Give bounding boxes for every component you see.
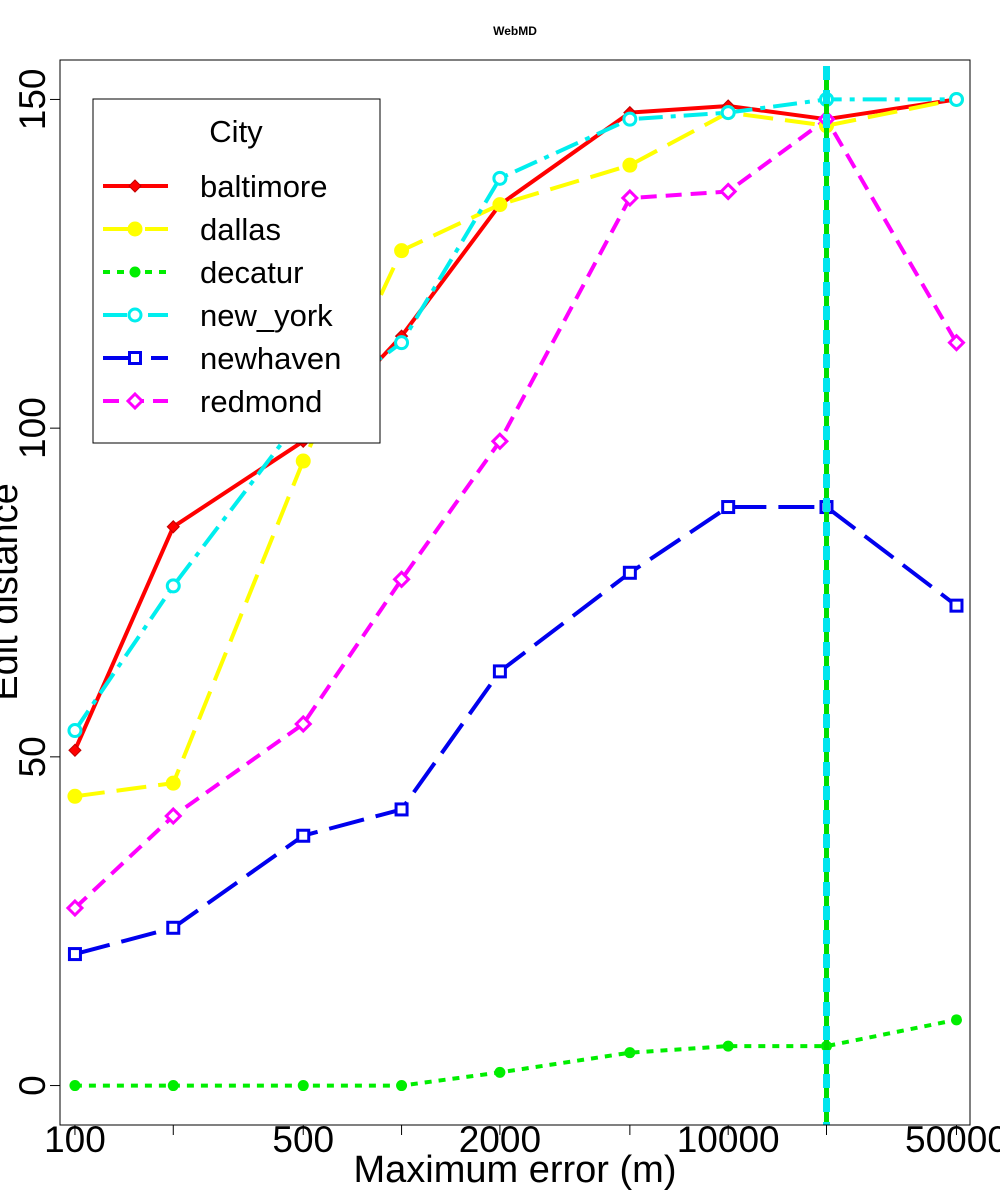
- legend-marker-redmond: [125, 391, 145, 411]
- y-tick-label: 50: [12, 736, 53, 777]
- data-point-dallas: [165, 775, 181, 791]
- data-point-new-york: [67, 723, 83, 739]
- legend-marker-new-york: [127, 307, 143, 323]
- data-point-newhaven: [394, 802, 409, 817]
- data-point-dallas: [67, 788, 83, 804]
- data-point-redmond: [392, 570, 411, 589]
- y-tick-label: 0: [12, 1075, 53, 1096]
- data-point-redmond: [294, 714, 313, 734]
- legend-marker-dallas: [127, 221, 143, 237]
- data-point-newhaven: [721, 500, 736, 515]
- series-line-dallas: [74, 97, 957, 799]
- series-markers: [65, 91, 966, 1092]
- x-tick-label: 50000: [905, 1119, 1000, 1160]
- data-point-new-york: [165, 578, 181, 594]
- chart-title: WebMD: [493, 24, 537, 38]
- data-point-decatur: [396, 1080, 408, 1092]
- data-point-redmond: [719, 182, 738, 201]
- plot-frame: [59, 59, 971, 1126]
- legend-box: [92, 98, 381, 444]
- legend-title: City: [209, 114, 263, 149]
- data-point-new-york: [622, 111, 638, 127]
- x-axis: 100 500 2000 10000 50000: [44, 1119, 1000, 1160]
- legend-marker-baltimore: [128, 179, 142, 193]
- data-point-new-york: [948, 91, 964, 107]
- legend-label-redmond: redmond: [200, 384, 322, 419]
- data-point-dallas: [492, 197, 508, 213]
- data-point-decatur: [494, 1066, 506, 1078]
- data-point-newhaven: [67, 947, 82, 962]
- data-point-decatur: [69, 1080, 81, 1092]
- data-point-dallas: [394, 243, 410, 259]
- data-point-redmond: [947, 333, 966, 352]
- legend-label-new-york: new_york: [200, 298, 333, 333]
- data-point-dallas: [295, 453, 311, 469]
- data-point-decatur: [167, 1080, 179, 1092]
- legend-label-decatur: decatur: [200, 255, 303, 290]
- legend-marker-newhaven: [128, 351, 142, 365]
- x-tick-label: 500: [272, 1119, 334, 1160]
- data-point-new-york: [720, 105, 736, 121]
- data-point-baltimore: [166, 520, 180, 534]
- y-tick-label: 100: [12, 397, 53, 459]
- x-tick-label: 10000: [677, 1119, 780, 1160]
- data-point-baltimore: [68, 743, 82, 757]
- x-axis-label: Maximum error (m): [354, 1149, 677, 1191]
- legend-label-dallas: dallas: [200, 212, 281, 247]
- data-point-dallas: [622, 157, 638, 173]
- data-point-decatur: [722, 1040, 734, 1052]
- y-axis: 0 50 100 150: [12, 69, 60, 1096]
- data-point-decatur: [950, 1014, 962, 1026]
- data-point-newhaven: [166, 920, 181, 935]
- legend: City baltimore dallas decatur new_yorknewha…: [92, 98, 381, 444]
- data-point-redmond: [164, 806, 183, 826]
- x-tick-label: 100: [44, 1119, 106, 1160]
- x-tick-label: 2000: [459, 1119, 541, 1160]
- legend-label-newhaven: newhaven: [200, 341, 341, 376]
- data-point-newhaven: [296, 828, 311, 843]
- data-point-redmond: [490, 432, 510, 451]
- y-axis-label: Edit distance: [0, 483, 26, 701]
- data-point-new-york: [492, 170, 508, 186]
- data-point-redmond: [65, 898, 85, 918]
- data-point-newhaven: [622, 565, 637, 580]
- data-point-redmond: [620, 188, 639, 208]
- data-point-new-york: [394, 335, 410, 351]
- data-point-decatur: [624, 1047, 636, 1059]
- data-point-decatur: [297, 1080, 309, 1092]
- series-line-new-york: [73, 97, 957, 732]
- legend-marker-decatur: [129, 266, 141, 278]
- data-point-newhaven: [492, 664, 507, 679]
- data-point-newhaven: [949, 598, 964, 613]
- legend-label-baltimore: baltimore: [200, 169, 328, 204]
- y-tick-label: 150: [12, 69, 53, 131]
